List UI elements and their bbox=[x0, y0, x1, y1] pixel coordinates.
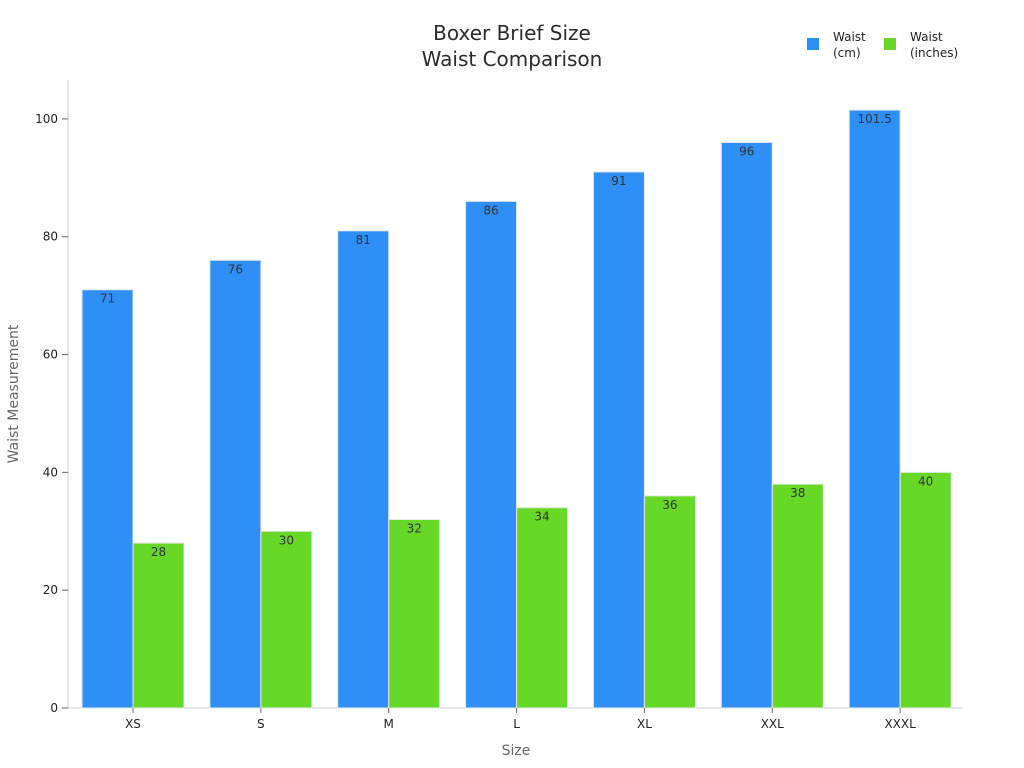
bar-l-cm bbox=[465, 200, 518, 709]
data-label-s-cm: 76 bbox=[228, 262, 243, 276]
x-tick-label-xxxl: XXXL bbox=[884, 717, 916, 731]
data-label-l-cm: 86 bbox=[483, 203, 498, 217]
y-tick-label-40: 40 bbox=[43, 465, 58, 479]
y-tick-label-60: 60 bbox=[43, 348, 58, 362]
y-tick-label-0: 0 bbox=[50, 701, 58, 715]
bar-m-cm bbox=[337, 230, 390, 709]
data-label-m-cm: 81 bbox=[356, 233, 371, 247]
data-label-xs-cm: 71 bbox=[100, 292, 115, 306]
data-label-m-inches: 32 bbox=[407, 521, 422, 535]
x-tick-label-s: S bbox=[257, 717, 265, 731]
data-label-xxxl-cm: 101.5 bbox=[857, 112, 891, 126]
x-tick-label-l: L bbox=[513, 717, 520, 731]
x-tick-label-xxl: XXL bbox=[761, 717, 784, 731]
legend-swatch-waist-inches bbox=[884, 38, 896, 50]
bar-xxxl-inches bbox=[899, 471, 952, 709]
bar-m-inches bbox=[388, 518, 441, 709]
y-tick-label-80: 80 bbox=[43, 230, 58, 244]
bar-l-inches bbox=[516, 507, 569, 709]
legend-label-waist-cm-line-2: (cm) bbox=[833, 46, 861, 60]
legend: Waist (cm) Waist (inches) bbox=[807, 30, 958, 60]
legend-swatch-waist-cm bbox=[807, 38, 819, 50]
legend-label-waist-inches-line-2: (inches) bbox=[910, 46, 958, 60]
data-label-xxl-cm: 96 bbox=[739, 144, 754, 158]
bar-xl-inches bbox=[643, 495, 696, 709]
chart-title-line-1: Boxer Brief Size bbox=[433, 21, 591, 45]
legend-label-waist-inches-line-1: Waist bbox=[910, 30, 943, 44]
bar-xs-cm bbox=[81, 289, 134, 709]
bar-xxl-cm bbox=[720, 141, 773, 709]
y-tick-label-20: 20 bbox=[43, 583, 58, 597]
data-label-xxxl-inches: 40 bbox=[918, 474, 933, 488]
bar-xxl-inches bbox=[771, 483, 824, 709]
x-tick-label-m: M bbox=[384, 717, 394, 731]
bar-s-inches bbox=[260, 530, 313, 709]
x-tick-label-xl: XL bbox=[637, 717, 652, 731]
y-axis-label: Waist Measurement bbox=[6, 324, 22, 463]
x-axis-label: Size bbox=[502, 743, 531, 759]
bar-xl-cm bbox=[592, 171, 645, 709]
bar-s-cm bbox=[209, 259, 262, 709]
data-label-xs-inches: 28 bbox=[151, 545, 166, 559]
bar-xxxl-cm bbox=[848, 109, 901, 709]
x-tick-label-xs: XS bbox=[125, 717, 141, 731]
legend-label-waist-cm-line-1: Waist bbox=[833, 30, 866, 44]
bar-xs-inches bbox=[132, 542, 185, 709]
chart-title-line-2: Waist Comparison bbox=[422, 47, 603, 71]
data-label-xl-inches: 36 bbox=[662, 498, 677, 512]
data-label-xl-cm: 91 bbox=[611, 174, 626, 188]
data-label-xxl-inches: 38 bbox=[790, 486, 805, 500]
plot-area: 0 20 40 60 80 100 71 28 XS 76 30 S 81 32 M 86 34 L 91 36 XL 9… bbox=[35, 109, 952, 731]
data-label-s-inches: 30 bbox=[279, 533, 294, 547]
y-tick-label-100: 100 bbox=[35, 112, 58, 126]
data-label-l-inches: 34 bbox=[534, 510, 549, 524]
